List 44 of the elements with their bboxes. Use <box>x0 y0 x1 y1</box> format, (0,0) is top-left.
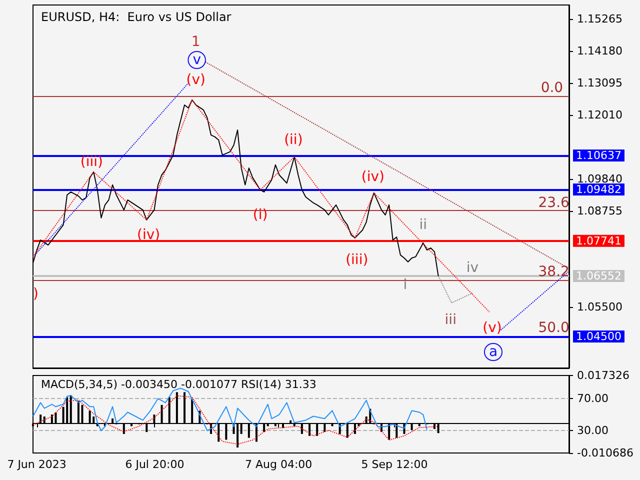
y-tick-label: -0.010686 <box>577 446 634 460</box>
annotation: (iv) <box>136 227 160 243</box>
annotation: 38.2 <box>538 264 570 280</box>
x-tick-label: 7 Jun 2023 <box>7 458 66 471</box>
annotation: v <box>192 52 201 68</box>
annotation: 0.0 <box>540 80 564 96</box>
y-tick-label: 1.12010 <box>577 108 622 122</box>
y-tick-label: 1.08755 <box>577 204 622 218</box>
y2-tick-label: 30.00 <box>577 424 608 438</box>
line-series <box>32 395 439 445</box>
annotation: 23.6 <box>538 195 570 211</box>
y-tick-label: 0.017326 <box>577 369 630 382</box>
annotation: iii <box>444 312 456 328</box>
annotation: (i) <box>252 207 268 223</box>
annotation: i <box>403 277 408 293</box>
ref-line-label: 1.04500 <box>576 330 622 343</box>
annotation: (v) <box>186 72 206 88</box>
chart-title: EURUSD, H4: Euro vs US Dollar <box>41 10 232 24</box>
x-tick-label: 6 Jul 20:00 <box>125 458 184 471</box>
chart-title: MACD(5,34,5) -0.003450 -0.001077 RSI(14) 31.33 <box>41 378 316 391</box>
y-tick-label: 1.15265 <box>577 12 622 26</box>
annotation: 1 <box>191 34 200 50</box>
annotation: ii <box>419 217 428 233</box>
annotation: (iii) <box>346 252 368 268</box>
ref-line-label: 1.09482 <box>576 183 622 196</box>
line-series <box>32 388 428 432</box>
x-tick-label: 7 Aug 04:00 <box>244 458 312 471</box>
annotation: (iv) <box>361 169 385 185</box>
annotation: ) <box>33 286 38 302</box>
annotation: iv <box>466 260 478 276</box>
annotation: 50.0 <box>538 320 570 336</box>
x-tick-label: 5 Sep 12:00 <box>361 458 428 471</box>
ref-line-label: 1.06552 <box>576 269 622 282</box>
y2-tick-label: 70.00 <box>577 392 608 406</box>
annotation: (ii) <box>284 132 303 148</box>
y-tick-label: 1.05500 <box>577 300 622 314</box>
ref-line-label: 1.10637 <box>576 148 622 162</box>
y-tick-label: 1.14180 <box>577 44 622 58</box>
ref-line-label: 1.07741 <box>576 234 622 248</box>
annotation: (iii) <box>80 154 104 170</box>
y-tick-label: 1.09840 <box>577 172 622 186</box>
y-tick-label: 1.13095 <box>577 76 622 90</box>
annotation: (v) <box>482 320 502 336</box>
annotation: a <box>488 344 498 360</box>
